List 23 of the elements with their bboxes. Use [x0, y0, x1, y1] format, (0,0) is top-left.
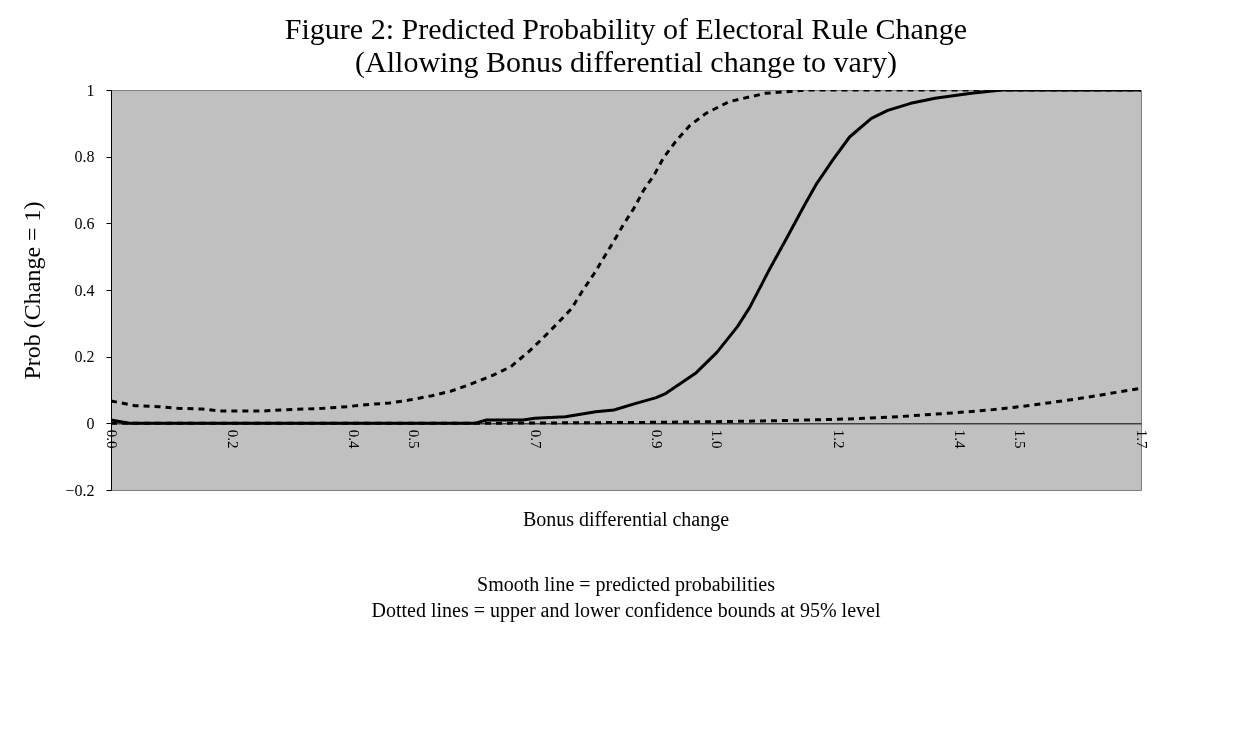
y-tick-label: 0.2 [74, 348, 95, 366]
y-tick-label: 0.6 [74, 214, 95, 232]
y-tick-label: 0 [86, 414, 95, 432]
x-axis-title: Bonus differential change [522, 508, 730, 531]
text: Smooth line = predicted probabilities [477, 573, 776, 596]
x-tick-label: 0.7 [527, 429, 544, 450]
x-tick-label: 0.2 [224, 429, 241, 449]
x-tick-label: 0.9 [648, 429, 665, 449]
y-tick-label: 0.4 [74, 281, 95, 299]
y-tick-label: −0.2 [65, 481, 95, 499]
text: Dotted lines = upper and lower confidence bounds at 95% level [371, 599, 881, 622]
x-tick-label: 0.4 [345, 429, 362, 450]
y-tick-label: 1 [86, 81, 95, 99]
x-tick-label: 1.5 [1012, 429, 1029, 449]
x-tick-label: 1.0 [709, 429, 726, 449]
x-tick-label: 0.5 [406, 429, 423, 449]
x-tick-label: 1.4 [951, 429, 968, 450]
chart-subtitle: (Allowing Bonus differential change to vary) [355, 45, 897, 79]
chart-title: Figure 2: Predicted Probability of Electoral Rule Change [284, 12, 968, 45]
y-axis-title: Prob (Change = 1) [19, 201, 46, 380]
x-tick-label: 1.7 [1133, 429, 1150, 450]
x-tick-label: 1.2 [830, 429, 847, 449]
y-tick-label: 0.8 [74, 148, 95, 166]
